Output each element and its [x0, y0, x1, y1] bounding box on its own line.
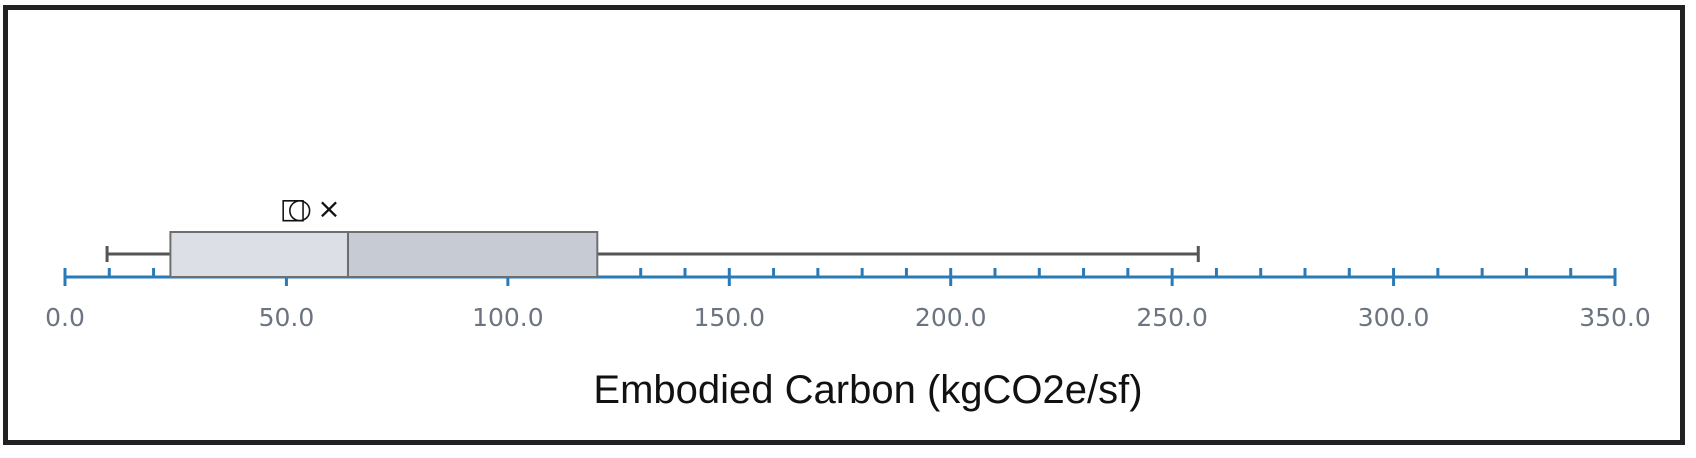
box-plot [105, 231, 1200, 278]
x-axis-tick-labels: 0.0 50.0 100.0 150.0 200.0 250.0 300.0 350.0 [45, 303, 1651, 332]
x-axis-tick-label: 50.0 [259, 303, 315, 332]
summary-marker: □ [280, 192, 306, 225]
x-axis-tick-label: 200.0 [915, 303, 987, 332]
summary-marker: × [317, 192, 340, 225]
box-lower-quartile [169, 231, 349, 278]
chart-frame [3, 5, 1685, 445]
summary-marker: ○ [287, 192, 311, 225]
x-axis-tick-label: 150.0 [693, 303, 765, 332]
x-axis-tick-label: 250.0 [1136, 303, 1208, 332]
x-axis-tick-label: 100.0 [472, 303, 544, 332]
box-upper-quartile [346, 231, 599, 278]
summary-markers: □○ × [280, 192, 341, 225]
x-axis-tick-label: 0.0 [45, 303, 85, 332]
x-axis-tick-label: 300.0 [1358, 303, 1430, 332]
x-axis-title: Embodied Carbon (kgCO2e/sf) [593, 368, 1142, 412]
x-axis-tick-label: 350.0 [1579, 303, 1651, 332]
